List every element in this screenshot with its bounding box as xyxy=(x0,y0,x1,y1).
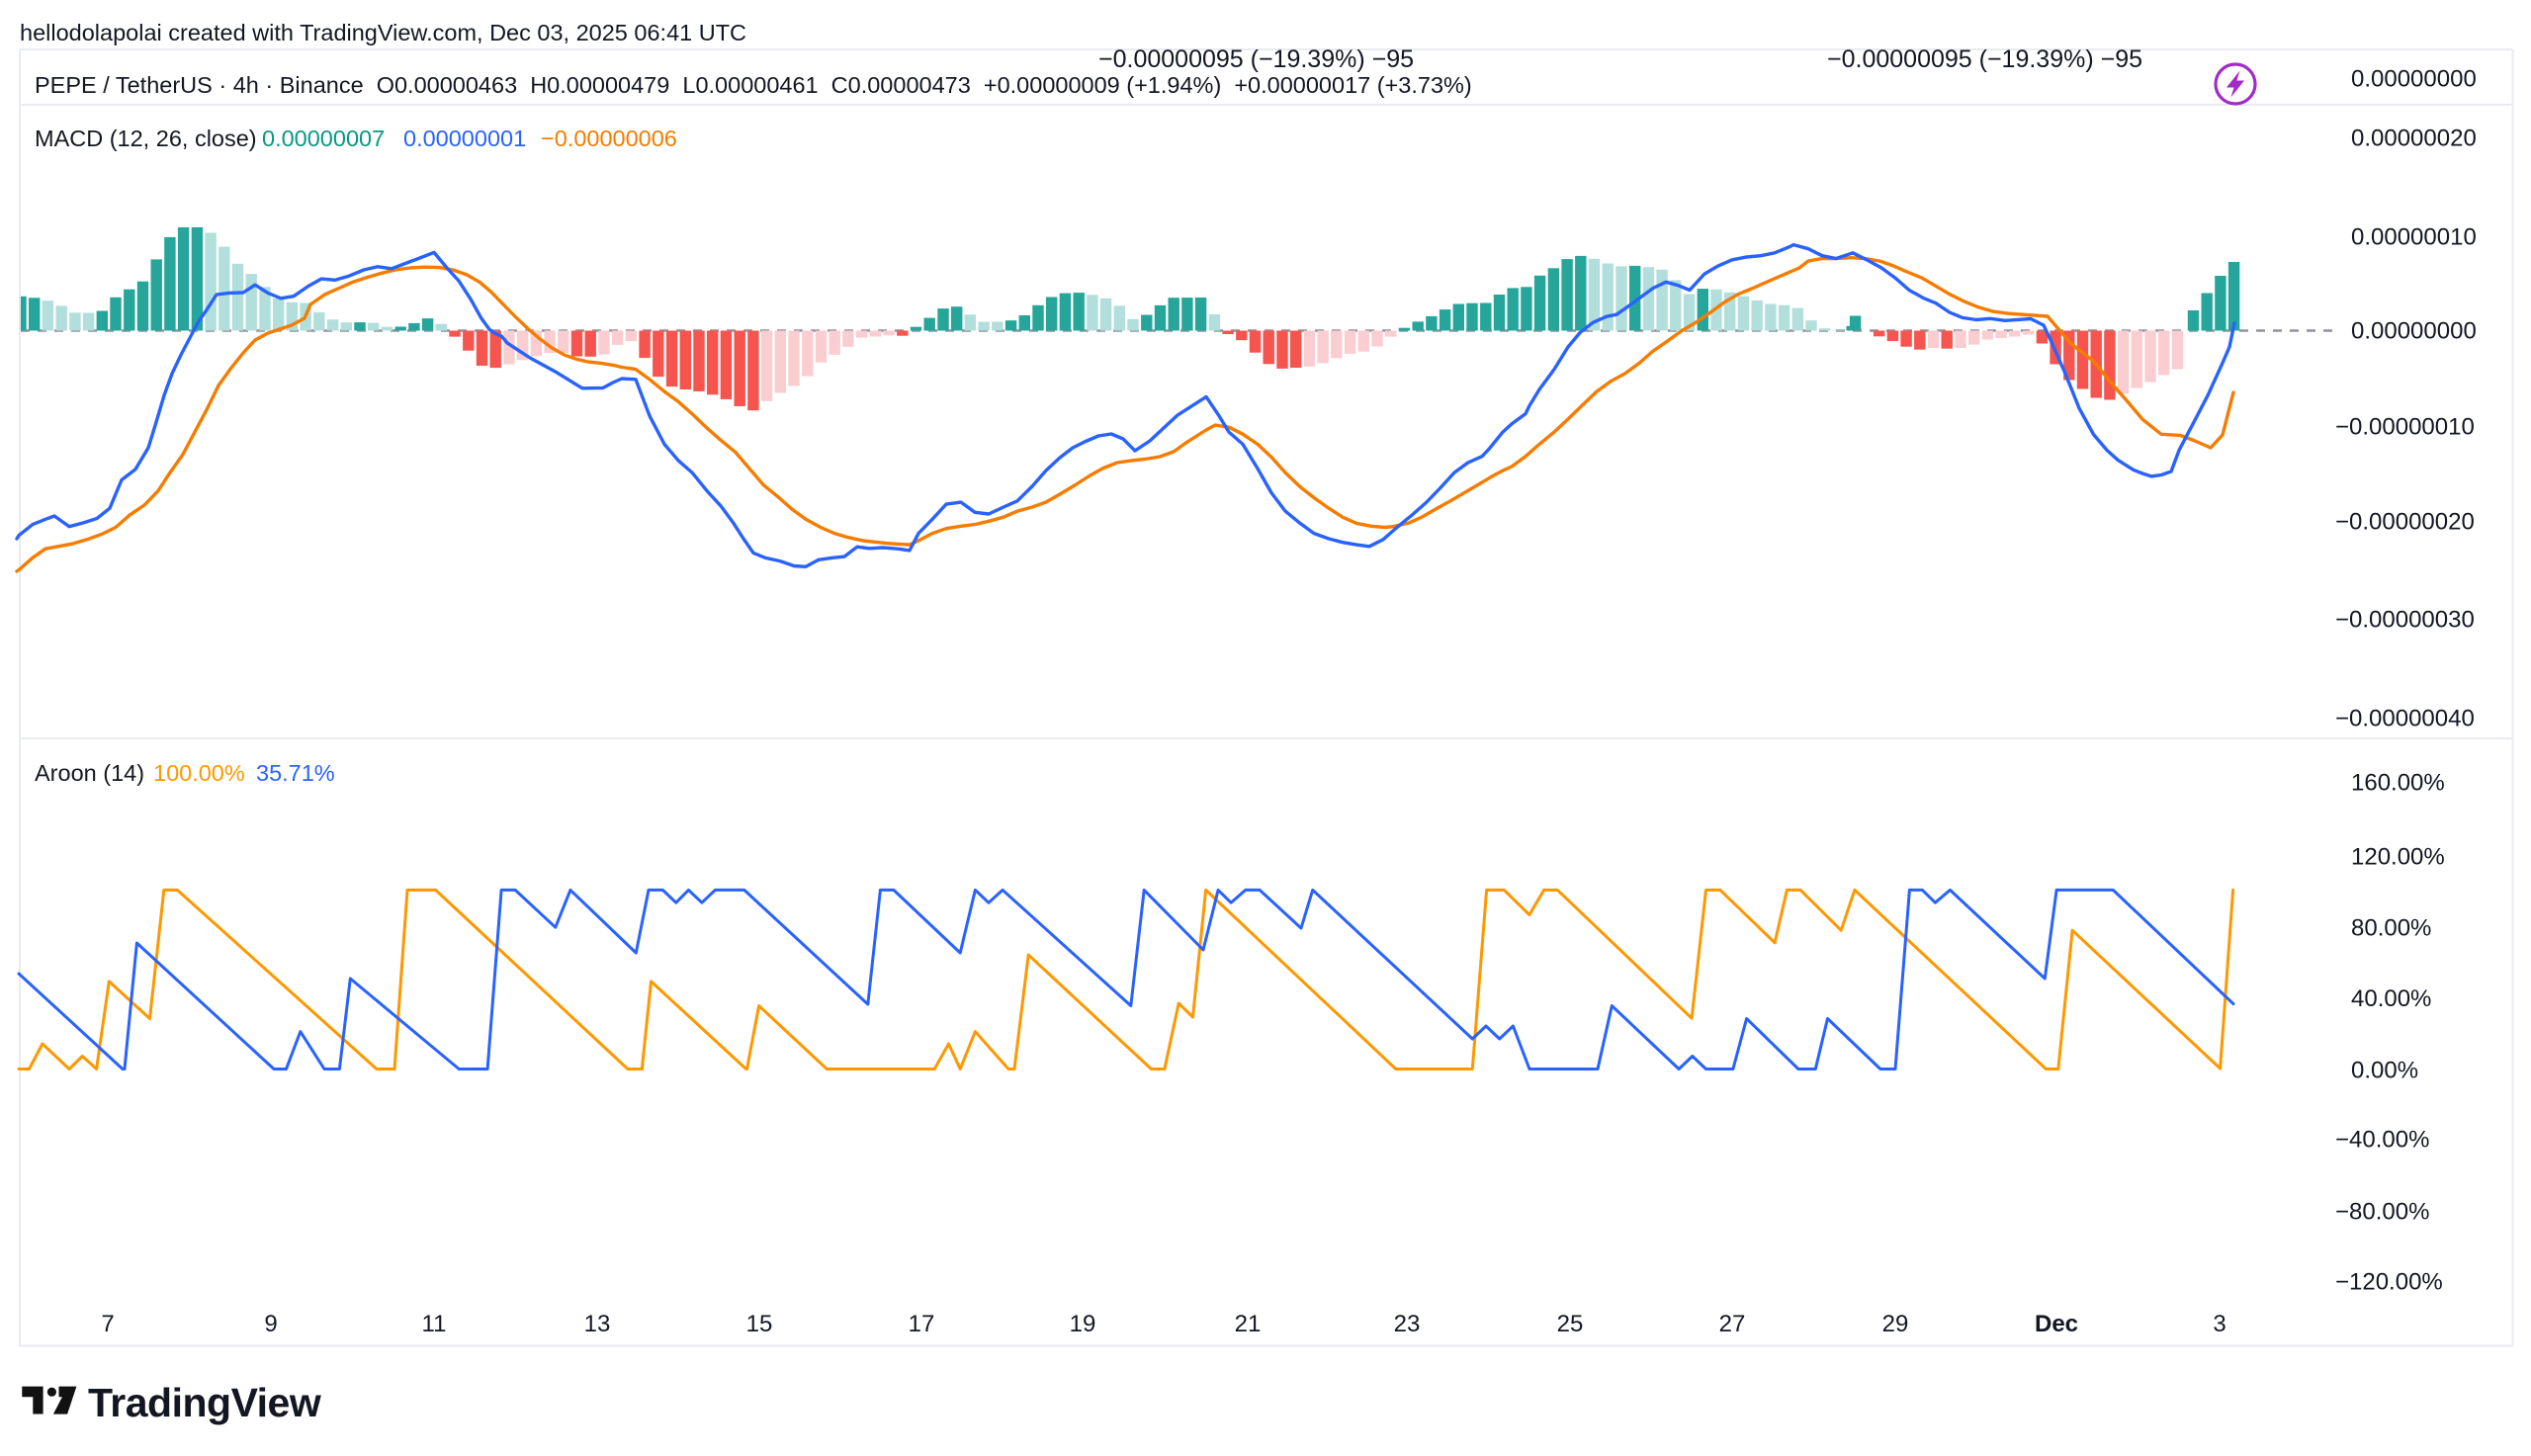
svg-text:0.00000001: 0.00000001 xyxy=(403,126,526,151)
svg-text:Aroon (14): Aroon (14) xyxy=(35,760,144,786)
svg-text:13: 13 xyxy=(584,1311,611,1337)
svg-text:0.00000000: 0.00000000 xyxy=(2351,66,2477,93)
svg-text:Dec: Dec xyxy=(2035,1311,2078,1337)
svg-text:11: 11 xyxy=(422,1311,447,1337)
svg-text:80.00%: 80.00% xyxy=(2351,915,2431,942)
svg-text:−0.00000030: −0.00000030 xyxy=(2335,607,2475,634)
svg-text:17: 17 xyxy=(909,1311,935,1337)
svg-text:29: 29 xyxy=(1882,1311,1909,1337)
svg-text:−120.00%: −120.00% xyxy=(2335,1269,2443,1296)
svg-text:0.00000007: 0.00000007 xyxy=(262,126,385,151)
svg-text:120.00%: 120.00% xyxy=(2351,844,2445,871)
svg-text:0.00%: 0.00% xyxy=(2351,1058,2418,1084)
svg-text:MACD (12, 26, close): MACD (12, 26, close) xyxy=(35,126,257,151)
svg-text:7: 7 xyxy=(101,1311,114,1337)
svg-text:0.00000000: 0.00000000 xyxy=(2351,318,2477,345)
svg-text:−0.00000095 (−19.39%) −95: −0.00000095 (−19.39%) −95 xyxy=(1827,45,2142,73)
svg-text:−40.00%: −40.00% xyxy=(2335,1127,2429,1154)
svg-text:0.00000010: 0.00000010 xyxy=(2351,224,2477,251)
svg-text:25: 25 xyxy=(1557,1311,1584,1337)
svg-text:0.00000020: 0.00000020 xyxy=(2351,126,2477,152)
svg-text:40.00%: 40.00% xyxy=(2351,985,2431,1012)
svg-text:15: 15 xyxy=(746,1311,773,1337)
svg-text:19: 19 xyxy=(1070,1311,1096,1337)
svg-text:TradingView: TradingView xyxy=(88,1380,321,1425)
svg-text:−0.00000010: −0.00000010 xyxy=(2335,414,2475,441)
svg-text:3: 3 xyxy=(2213,1311,2226,1337)
svg-text:100.00%: 100.00% xyxy=(153,760,245,786)
svg-text:−0.00000020: −0.00000020 xyxy=(2335,509,2475,536)
svg-text:160.00%: 160.00% xyxy=(2351,770,2445,797)
svg-text:−0.00000040: −0.00000040 xyxy=(2335,706,2475,732)
svg-text:hellodolapolai created with Tr: hellodolapolai created with TradingView.… xyxy=(20,20,746,45)
svg-text:23: 23 xyxy=(1394,1311,1421,1337)
svg-text:27: 27 xyxy=(1719,1311,1746,1337)
svg-text:−0.00000095 (−19.39%) −95: −0.00000095 (−19.39%) −95 xyxy=(1098,45,1414,73)
svg-text:21: 21 xyxy=(1235,1311,1262,1337)
svg-text:−0.00000006: −0.00000006 xyxy=(541,126,677,151)
svg-text:9: 9 xyxy=(264,1311,277,1337)
svg-text:PEPE / TetherUS · 4h · Binance: PEPE / TetherUS · 4h · Binance O0.000004… xyxy=(35,72,1472,98)
svg-text:35.71%: 35.71% xyxy=(256,760,335,786)
svg-text:−80.00%: −80.00% xyxy=(2335,1199,2429,1226)
